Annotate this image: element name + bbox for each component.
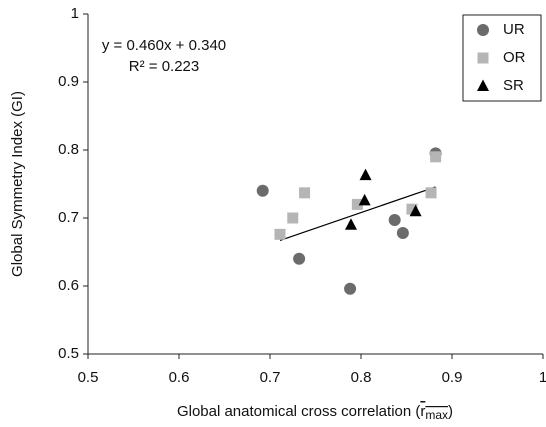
y-axis-title: Global Symmetry Index (GI) [9,91,26,277]
legend-label: SR [503,77,524,94]
x-tick-label: 0.5 [78,369,99,386]
x-axis-title-text: Global anatomical cross correlation ( [177,403,420,420]
point [409,204,422,217]
point [287,212,299,224]
legend-swatch [477,79,489,91]
y-tick-label: 0.5 [58,345,79,362]
x-tick-label: 1 [539,369,546,386]
x-axis-title-subscript: max [425,408,448,422]
x-tick-label: 0.8 [351,369,372,386]
point [358,193,371,206]
y-tick-label: 0.9 [58,73,79,90]
point [388,214,401,227]
y-tick-label: 0.7 [58,209,79,226]
point [274,228,286,240]
y-tick-label: 0.6 [58,277,79,294]
legend-box [462,14,542,102]
x-tick-label: 0.9 [442,369,463,386]
y-tick-label: 0.8 [58,141,79,158]
legend-label: UR [503,21,525,38]
legend-swatch [477,52,489,64]
legend-swatch [477,24,489,36]
legend-label: OR [503,49,526,66]
x-tick-label: 0.7 [260,369,281,386]
x-axis-title: Global anatomical cross correlation (rma… [177,403,453,422]
x-axis-title-close: ) [448,403,453,420]
y-tick-label: 1 [71,5,79,22]
point [344,282,357,295]
x-axis-title-symbol: r [420,403,425,420]
point [396,226,409,239]
point [344,218,357,230]
trendline [279,186,436,241]
point [351,198,363,210]
point [256,184,269,197]
equation: y = 0.460x + 0.340 [102,37,226,54]
r-squared: R² = 0.223 [129,58,199,75]
x-tick-label: 0.6 [169,369,190,386]
point [293,252,306,265]
point [359,168,372,181]
point [430,151,442,163]
point [425,187,437,199]
point [299,187,311,199]
point [406,203,418,215]
